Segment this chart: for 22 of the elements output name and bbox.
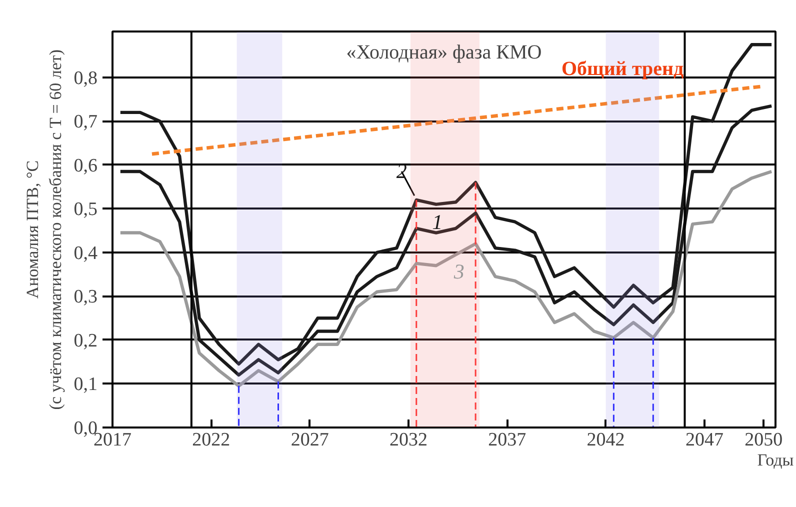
x-axis-title: Годы [757, 450, 794, 470]
x-tick-label: 2037 [488, 430, 526, 450]
series-label: 1 [432, 210, 443, 234]
x-tick-label: 2032 [389, 430, 428, 450]
y-tick-label: 0,3 [74, 286, 98, 308]
y-tick-label: 0,7 [74, 112, 98, 133]
x-tick-label: 2050 [744, 430, 783, 450]
series-label: Общий тренд [561, 58, 684, 80]
series-label: 3 [452, 260, 464, 284]
y-axis-title: Аномалия ПТВ, °C (с учётом климатического колебания с T = 60 лет) [22, 49, 65, 410]
series-label: 2 [396, 158, 408, 183]
y-tick-label: 0,1 [74, 374, 98, 396]
y-tick-label: 0,2 [74, 330, 98, 352]
y-tick-label: 0,8 [74, 68, 98, 89]
x-tick-label: 2042 [586, 430, 625, 450]
y-tick-label: 0,6 [74, 155, 98, 176]
x-tick-label: 2027 [290, 430, 329, 450]
y-tick-label: 0,5 [74, 199, 98, 220]
x-tick-label: 2022 [192, 430, 230, 450]
text: «Холодная» фаза КМО [346, 42, 542, 64]
y-tick-label: 0,4 [74, 242, 98, 264]
x-tick-label: 2047 [685, 430, 724, 450]
